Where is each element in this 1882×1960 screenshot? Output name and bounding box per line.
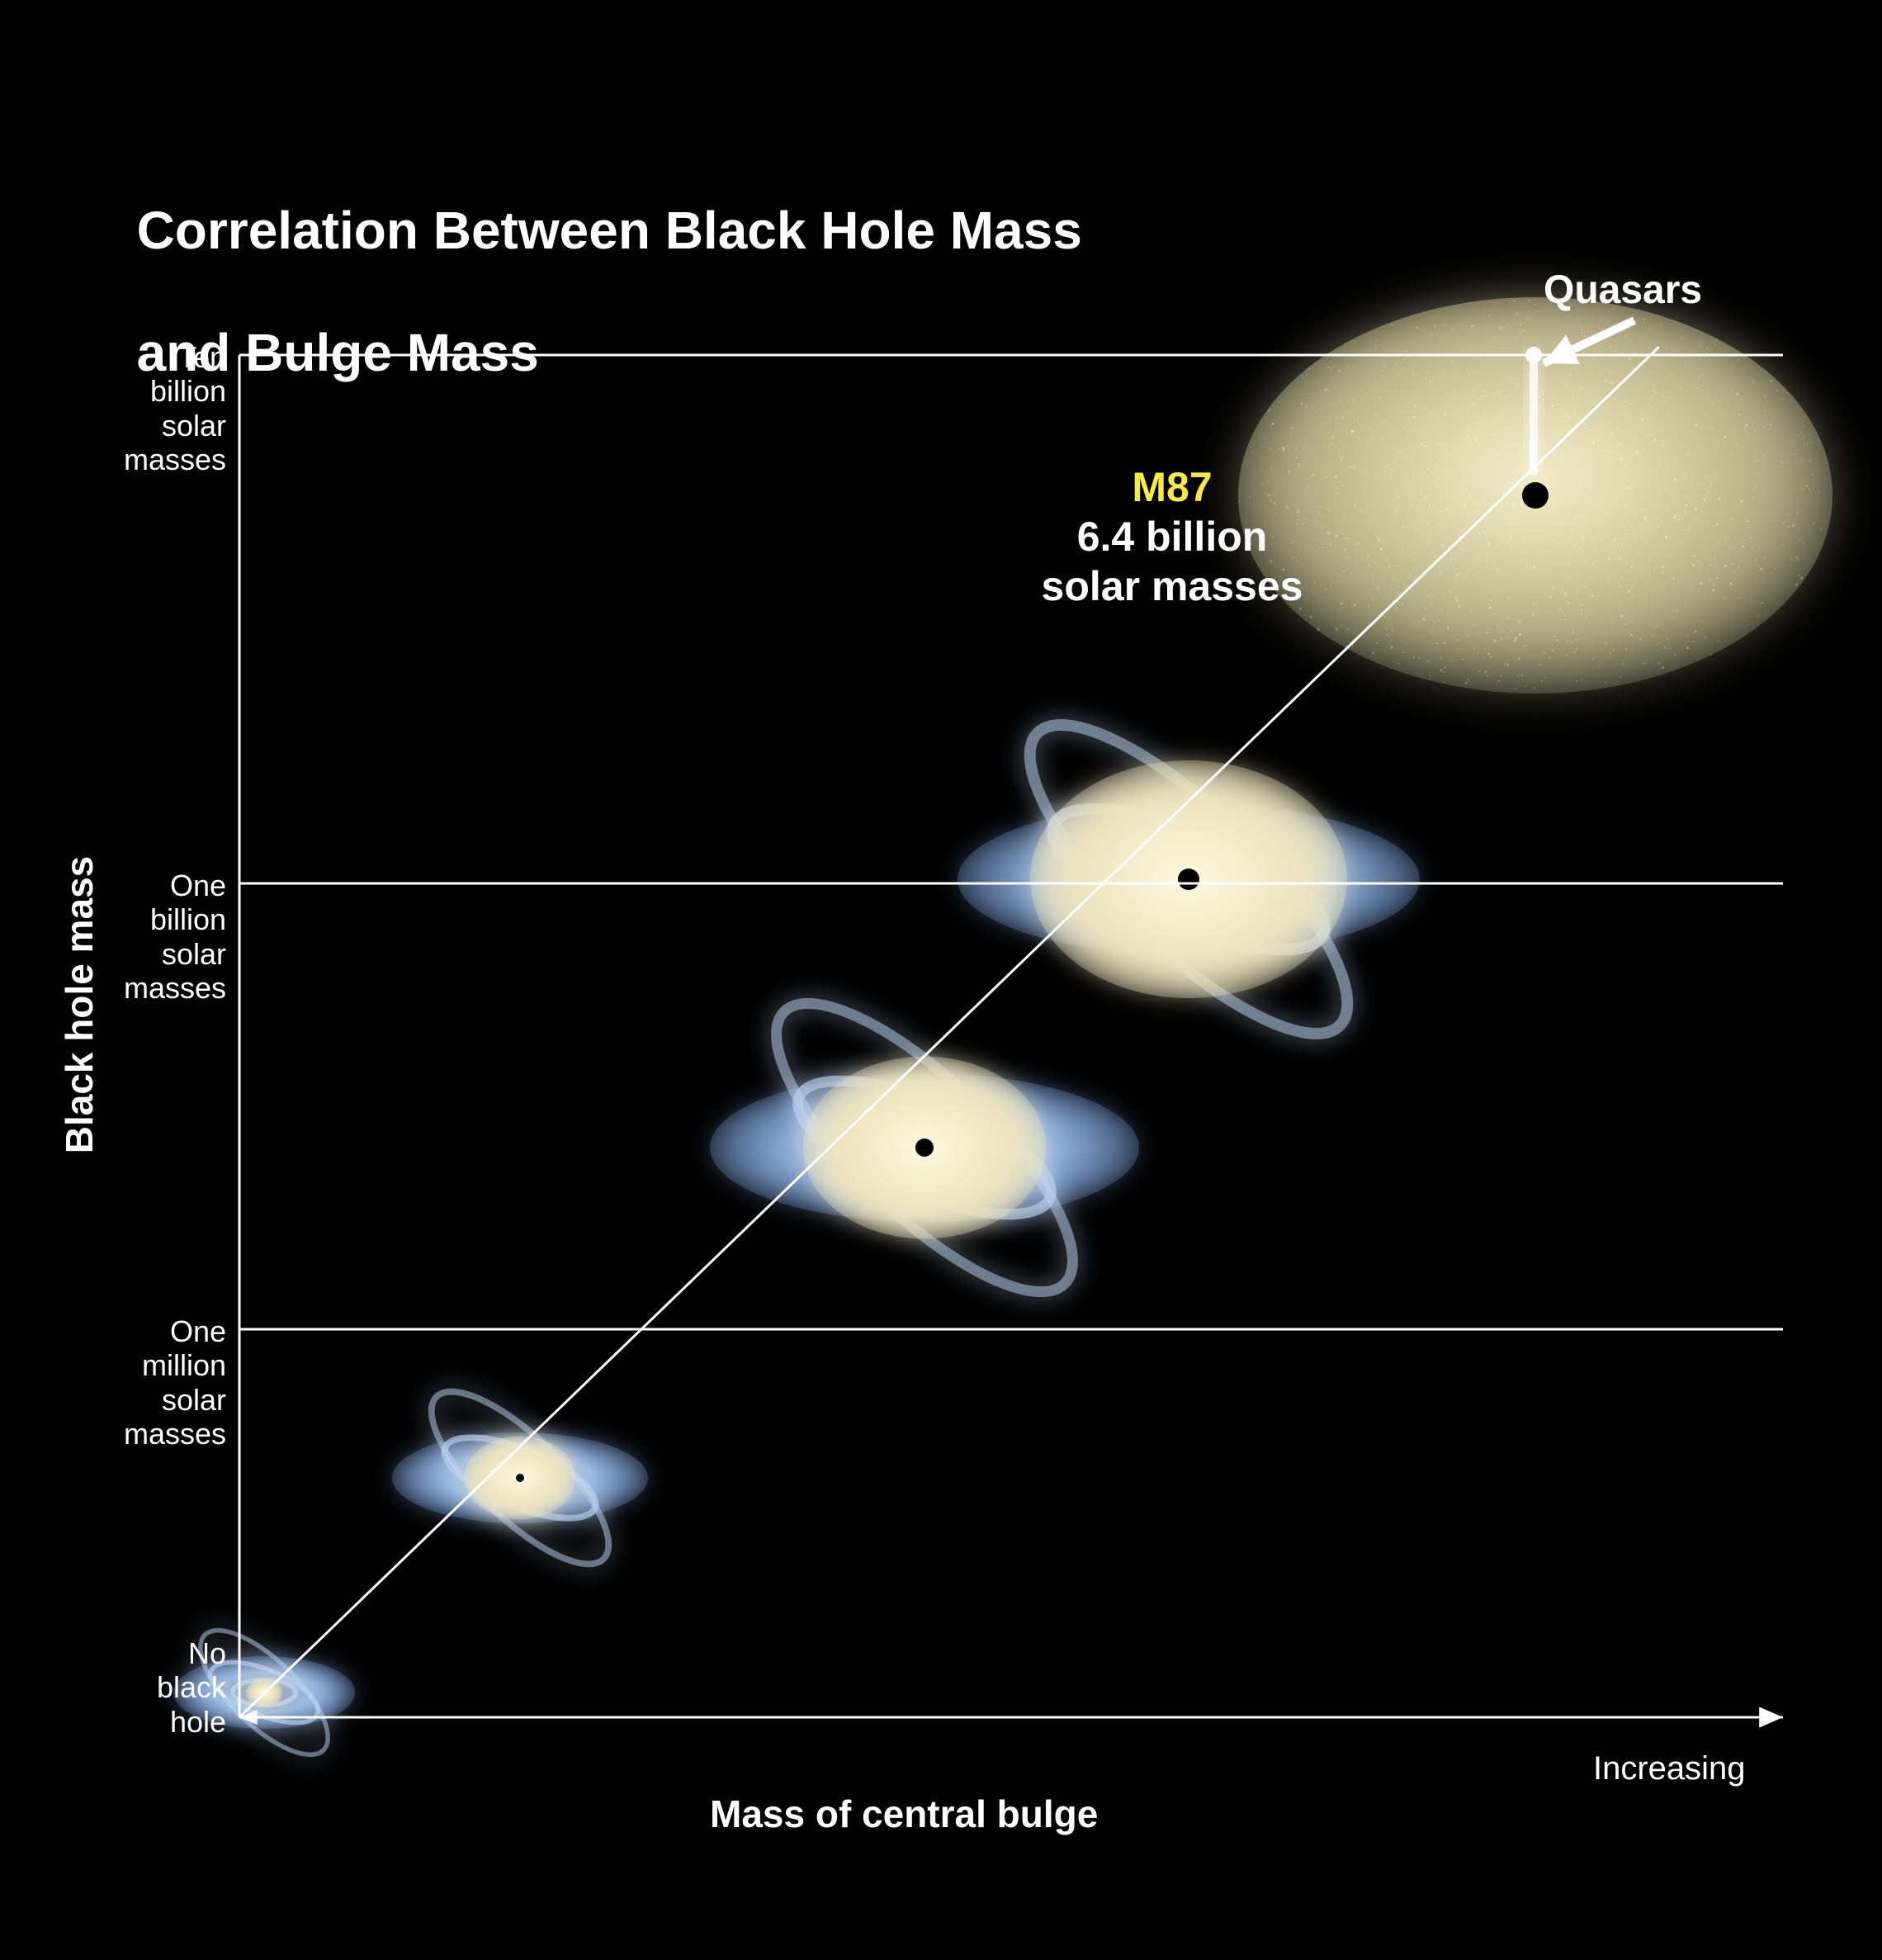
m87-annotation: M87 6.4 billion solar masses [1007, 462, 1337, 611]
title-line1: Correlation Between Black Hole Mass [137, 201, 1082, 260]
chart-title: Correlation Between Black Hole Mass and … [107, 139, 1082, 383]
m87-mass-1: 6.4 billion [1007, 512, 1337, 561]
y-tick-label: Tenbillionsolarmasses [61, 340, 226, 477]
m87-mass-2: solar masses [1007, 561, 1337, 611]
m87-name: M87 [1007, 462, 1337, 512]
x-axis-end-label: Increasing [1593, 1750, 1746, 1787]
x-axis-title: Mass of central bulge [710, 1792, 1098, 1836]
y-tick-label: Noblackhole [61, 1636, 226, 1739]
y-tick-label: Onemillionsolarmasses [61, 1314, 226, 1451]
y-tick-label: Onebillionsolarmasses [61, 869, 226, 1006]
quasar-label: Quasars [1544, 267, 1702, 313]
